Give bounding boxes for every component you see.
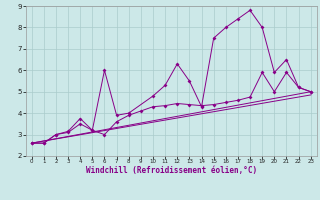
X-axis label: Windchill (Refroidissement éolien,°C): Windchill (Refroidissement éolien,°C) xyxy=(86,166,257,175)
